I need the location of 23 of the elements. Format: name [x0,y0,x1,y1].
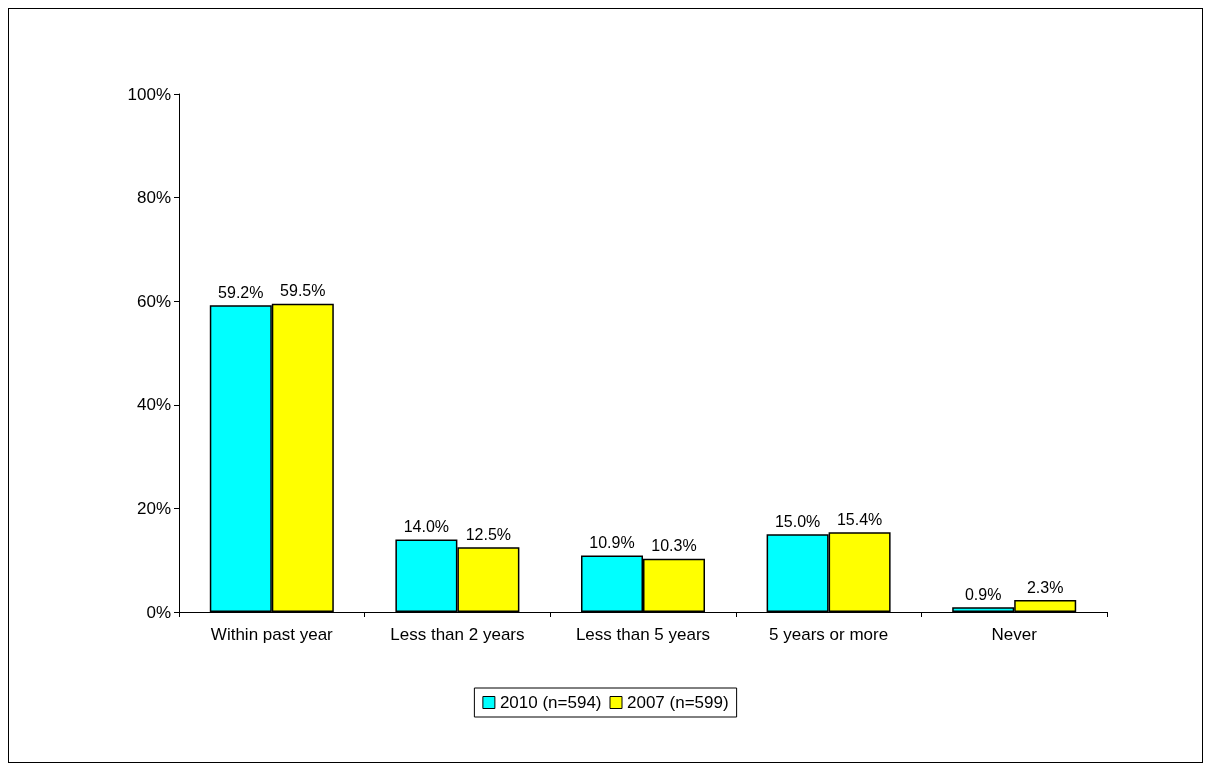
data-label: 59.2% [218,283,264,301]
data-label: 14.0% [403,517,450,535]
x-tick-label: Never [991,625,1038,644]
y-tick-label: 80% [136,188,171,208]
data-label: 15.4% [836,510,883,528]
x-tick-label: 5 years or more [769,625,889,644]
x-tick-label: Within past year [210,625,334,644]
data-label: 2.3% [1026,578,1064,596]
data-label: 0.9% [964,585,1002,603]
legend-label: 2010 (n=594) [499,693,602,712]
y-tick-label: 0% [146,602,171,622]
x-tick-label: Less than 2 years [390,625,525,644]
y-tick-label: 100% [127,84,171,104]
y-tick-label: 40% [136,395,171,415]
data-label: 59.5% [280,282,326,300]
data-label: 15.0% [774,512,821,530]
y-tick-label: 20% [136,498,171,518]
data-label: 12.5% [465,525,512,543]
legend-label: 2007 (n=599) [627,693,729,712]
x-tick-label: Less than 5 years [575,625,711,644]
data-label: 10.3% [651,537,697,555]
y-tick-label: 60% [136,291,171,311]
data-label: 10.9% [589,534,635,552]
